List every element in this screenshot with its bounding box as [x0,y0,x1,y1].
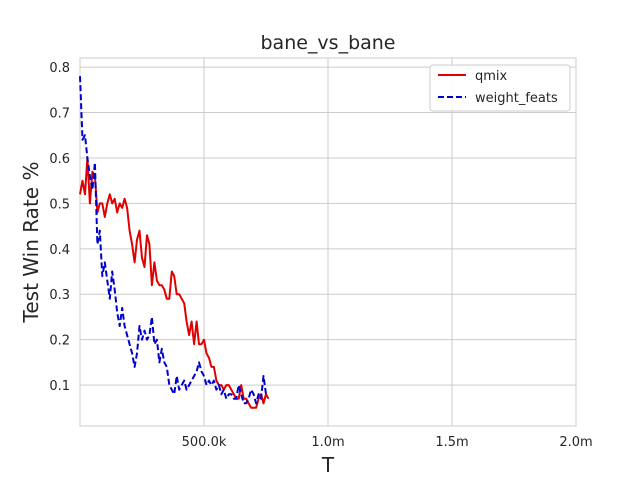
legend-label-qmix: qmix [475,69,508,84]
x-tick-label: 1.5m [435,435,468,450]
x-tick-label: 1.0m [311,435,344,450]
series-line-weight-feats [79,76,269,405]
y-tick-label: 0.7 [49,107,70,122]
y-tick-label: 0.6 [49,152,70,167]
legend: qmix weight_feats [429,64,571,112]
y-tick-label: 0.2 [49,334,70,349]
x-axis-label: T [321,453,335,477]
y-tick-label: 0.3 [49,288,70,303]
y-tick-label: 0.8 [49,61,70,76]
x-tick-label: 2.0m [559,435,592,450]
x-tick-label: 500.0k [182,435,227,450]
legend-label-weight-feats: weight_feats [475,91,558,106]
grid-lines [80,58,577,426]
x-tick-labels: 500.0k 1.0m 1.5m 2.0m [182,435,593,450]
y-tick-label: 0.4 [49,243,70,258]
y-tick-label: 0.5 [49,197,70,212]
legend-box [429,64,571,112]
y-tick-label: 0.1 [49,379,70,394]
series-lines [79,76,270,409]
y-axis-label: Test Win Rate % [19,162,43,324]
chart-title: bane_vs_bane [260,32,395,54]
y-tick-labels: 0.1 0.2 0.3 0.4 0.5 0.6 0.7 0.8 [49,61,70,394]
